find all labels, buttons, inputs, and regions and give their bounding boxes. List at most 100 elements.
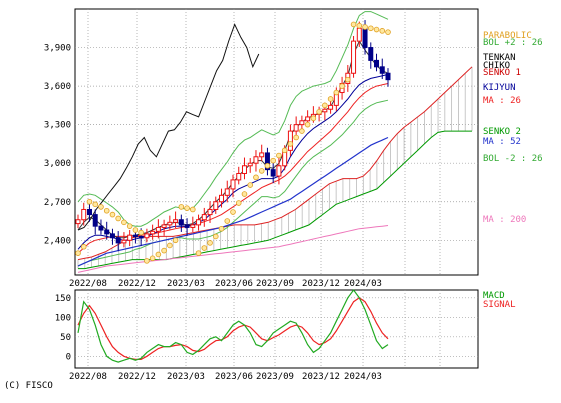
price-legend-entry: KIJYUN (483, 83, 516, 93)
candle-body (81, 208, 87, 221)
price-legend-entry: TENKAN (483, 53, 516, 63)
price-legend-entry: PARABOLIC (483, 31, 532, 41)
candle-body (362, 27, 368, 49)
candle-body (270, 169, 276, 177)
price-x-tick-label: 2024/03 (344, 279, 382, 289)
candle-body (190, 224, 196, 228)
candle-body (374, 59, 380, 68)
candle-body (167, 221, 173, 226)
candle-body (385, 72, 391, 81)
parabolic-dot (339, 83, 345, 89)
macd-y-tick-label: 100 (55, 313, 71, 323)
price-y-tick-label: 3,600 (44, 82, 71, 92)
parabolic-dot (253, 174, 259, 181)
price-legend-entry: CHIKO (483, 61, 510, 71)
price-y-tick-label: 3,000 (44, 159, 71, 169)
price-x-tick-label: 2023/03 (167, 279, 205, 289)
macd-legend-entry: MACD (483, 291, 505, 301)
parabolic-dot (172, 237, 179, 244)
parabolic-dot (190, 206, 196, 213)
parabolic-dot (121, 219, 127, 226)
parabolic-dot (310, 115, 317, 122)
candle-body (230, 179, 236, 190)
macd-x-tick-label: 2023/12 (302, 372, 340, 382)
candle-body (121, 239, 127, 244)
candle-body (213, 201, 219, 210)
candle-body (109, 233, 115, 239)
parabolic-dot (149, 255, 156, 262)
macd-x-tick-label: 2023/03 (167, 372, 205, 382)
candle-body (178, 219, 184, 226)
parabolic-dot (287, 141, 294, 147)
parabolic-dot (75, 250, 81, 256)
parabolic-dot (299, 128, 305, 134)
ma200-line (77, 225, 389, 273)
signal-line (77, 297, 389, 360)
price-panel: 3,900 3,600 3,300 3,000 2,700 2,400 2022/08 202… (44, 8, 543, 289)
copyright-label: (C) FISCO (4, 381, 53, 391)
parabolic-dot (155, 251, 162, 258)
candle-body (356, 27, 362, 42)
parabolic-dot (304, 121, 311, 128)
candle-body (305, 116, 311, 122)
parabolic-dot (350, 21, 357, 28)
macd-x-tick-label: 2024/03 (344, 372, 382, 382)
macd-x-tick-label: 2023/06 (215, 372, 253, 382)
parabolic-dot (230, 209, 236, 215)
candle-body (196, 219, 202, 226)
parabolic-dot (367, 25, 374, 32)
price-legend-entry: MA : 52 (483, 137, 521, 147)
macd-x-tick-label: 2022/12 (118, 372, 156, 382)
parabolic-dot (322, 102, 328, 109)
parabolic-dot (333, 89, 340, 96)
signal-legend-entry: SIGNAL (483, 300, 516, 310)
candle-body (75, 219, 81, 225)
parabolic-dot (212, 233, 219, 240)
candle-body (241, 165, 247, 174)
macd-frame (74, 289, 479, 369)
parabolic-dot (103, 207, 110, 214)
candle-body (132, 234, 138, 238)
ma26-line (77, 83, 389, 254)
price-frame (74, 8, 479, 276)
price-x-tick-label: 2023/06 (215, 279, 253, 289)
candle-body (328, 104, 334, 110)
macd-x-tick-label: 2022/08 (69, 372, 107, 382)
candle-body (138, 235, 144, 239)
candle-body (161, 224, 167, 228)
macd-line (77, 288, 389, 363)
macd-y-tick-label: 0 (66, 352, 71, 362)
price-y-tick-label: 2,700 (44, 198, 71, 208)
parabolic-dot (184, 205, 190, 211)
parabolic-dot (98, 204, 104, 210)
parabolic-dot (270, 157, 276, 164)
parabolic-dot (144, 258, 150, 264)
parabolic-dot (207, 240, 213, 246)
candle-body (259, 152, 265, 158)
candle-body (155, 226, 161, 232)
ma52-line (77, 136, 389, 267)
candle-body (293, 124, 299, 132)
parabolic-dot (362, 24, 368, 30)
macd-y-tick-label: 150 (55, 294, 71, 304)
candle-body (224, 188, 230, 196)
parabolic-dot (241, 191, 248, 197)
parabolic-dot (385, 29, 391, 35)
parabolic-dot (138, 229, 144, 236)
candle-body (104, 229, 110, 235)
parabolic-dot (264, 162, 271, 169)
candle-body (264, 152, 270, 171)
chiko-line (77, 23, 260, 231)
candle-body (201, 214, 207, 221)
parabolic-dot (201, 245, 208, 251)
candle-body (184, 224, 190, 228)
parabolic-dot (218, 225, 225, 232)
parabolic-dot (224, 218, 231, 224)
senko2-line (78, 130, 472, 270)
price-x-tick-label: 2023/09 (256, 279, 294, 289)
parabolic-dot (115, 215, 121, 222)
parabolic-dot (356, 22, 363, 29)
candle-body (144, 233, 150, 239)
